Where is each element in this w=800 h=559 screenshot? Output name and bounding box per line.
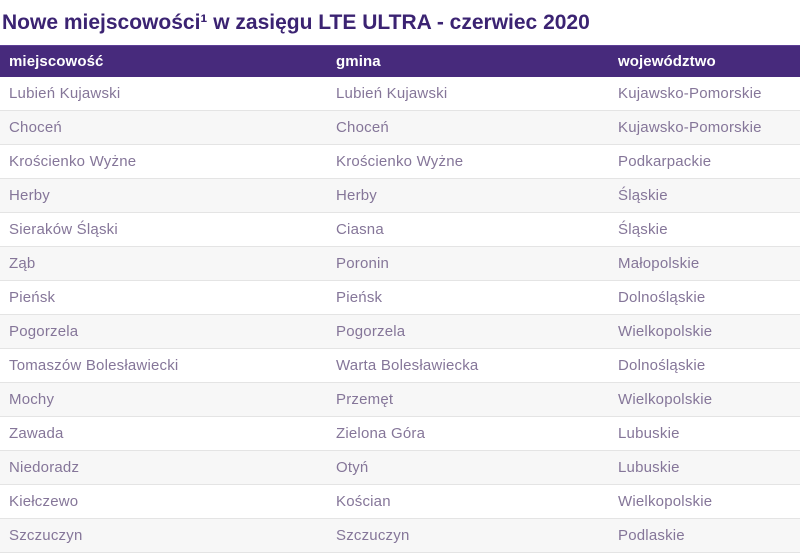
table-cell: Małopolskie bbox=[609, 246, 800, 281]
table-row: Szczuczyn Szczuczyn Podlaskie bbox=[0, 518, 800, 553]
table-row: Ząb Poronin Małopolskie bbox=[0, 246, 800, 281]
table-row: Krościenko Wyżne Krościenko Wyżne Podkarpa… bbox=[0, 144, 800, 179]
table-cell: Dolnośląskie bbox=[609, 280, 800, 315]
table-cell: Krościenko Wyżne bbox=[0, 144, 327, 179]
table-cell: Śląskie bbox=[609, 178, 800, 213]
table-cell: Warta Bolesławiecka bbox=[327, 348, 609, 383]
table-cell: Przemęt bbox=[327, 382, 609, 417]
table-cell: Krościenko Wyżne bbox=[327, 144, 609, 179]
table-cell: Lubień Kujawski bbox=[0, 76, 327, 111]
table-row: Pogorzela Pogorzela Wielkopolskie bbox=[0, 314, 800, 349]
column-header-2: województwo bbox=[609, 45, 800, 77]
table-cell: Lubuskie bbox=[609, 450, 800, 485]
table-cell: Zawada bbox=[0, 416, 327, 451]
table-body: Lubień Kujawski Lubień Kujawski Kujawsko-P… bbox=[0, 76, 800, 553]
table-cell: Niedoradz bbox=[0, 450, 327, 485]
locality-table: miejscowość gmina województwo Lubień Kujaw… bbox=[0, 45, 800, 553]
table-row: Sieraków Śląski Ciasna Śląskie bbox=[0, 212, 800, 247]
table-cell: Szczuczyn bbox=[0, 518, 327, 553]
table-cell: Sieraków Śląski bbox=[0, 212, 327, 247]
table-cell: Wielkopolskie bbox=[609, 314, 800, 349]
table-cell: Herby bbox=[0, 178, 327, 213]
table-cell: Zielona Góra bbox=[327, 416, 609, 451]
table-row: Choceń Choceń Kujawsko-Pomorskie bbox=[0, 110, 800, 145]
table-cell: Lubień Kujawski bbox=[327, 76, 609, 111]
table-cell: Śląskie bbox=[609, 212, 800, 247]
table-row: Herby Herby Śląskie bbox=[0, 178, 800, 213]
table-cell: Choceń bbox=[327, 110, 609, 145]
table-cell: Wielkopolskie bbox=[609, 484, 800, 519]
table-cell: Mochy bbox=[0, 382, 327, 417]
table-row: Pieńsk Pieńsk Dolnośląskie bbox=[0, 280, 800, 315]
table-cell: Kościan bbox=[327, 484, 609, 519]
table-header: miejscowość gmina województwo bbox=[0, 45, 800, 77]
table-cell: Otyń bbox=[327, 450, 609, 485]
table-cell: Herby bbox=[327, 178, 609, 213]
table-cell: Pieńsk bbox=[0, 280, 327, 315]
table-cell: Pogorzela bbox=[327, 314, 609, 349]
table-row: Mochy Przemęt Wielkopolskie bbox=[0, 382, 800, 417]
table-row: Tomaszów Bolesławiecki Warta Bolesławieck… bbox=[0, 348, 800, 383]
table-cell: Kujawsko-Pomorskie bbox=[609, 110, 800, 145]
table-row: Zawada Zielona Góra Lubuskie bbox=[0, 416, 800, 451]
column-header-0: miejscowość bbox=[0, 45, 327, 77]
table-cell: Pieńsk bbox=[327, 280, 609, 315]
table-cell: Ząb bbox=[0, 246, 327, 281]
table-cell: Choceń bbox=[0, 110, 327, 145]
table-cell: Kujawsko-Pomorskie bbox=[609, 76, 800, 111]
table-cell: Tomaszów Bolesławiecki bbox=[0, 348, 327, 383]
table-cell: Podlaskie bbox=[609, 518, 800, 553]
table-cell: Kiełczewo bbox=[0, 484, 327, 519]
table-cell: Lubuskie bbox=[609, 416, 800, 451]
table-cell: Wielkopolskie bbox=[609, 382, 800, 417]
table-cell: Podkarpackie bbox=[609, 144, 800, 179]
header-row: miejscowość gmina województwo bbox=[0, 45, 800, 77]
page-title: Nowe miejscowości¹ w zasięgu LTE ULTRA -… bbox=[2, 11, 590, 34]
table-row: Kiełczewo Kościan Wielkopolskie bbox=[0, 484, 800, 519]
table-cell: Poronin bbox=[327, 246, 609, 281]
table-row: Lubień Kujawski Lubień Kujawski Kujawsko-P… bbox=[0, 76, 800, 111]
table-cell: Ciasna bbox=[327, 212, 609, 247]
table-row: Niedoradz Otyń Lubuskie bbox=[0, 450, 800, 485]
table-cell: Pogorzela bbox=[0, 314, 327, 349]
table-cell: Dolnośląskie bbox=[609, 348, 800, 383]
table-cell: Szczuczyn bbox=[327, 518, 609, 553]
column-header-1: gmina bbox=[327, 45, 609, 77]
